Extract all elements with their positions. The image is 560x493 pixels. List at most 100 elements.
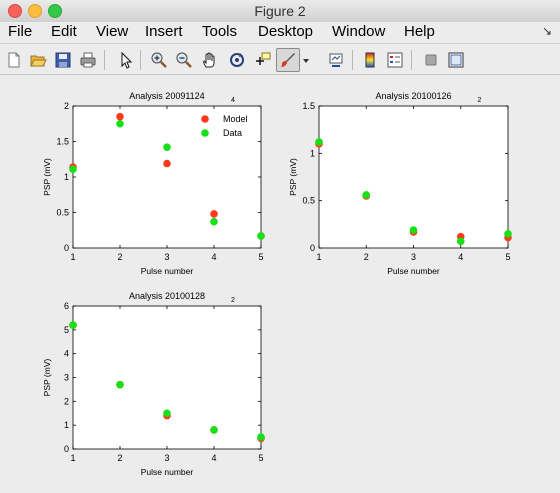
y-tick-label: 6 (64, 301, 69, 311)
plot-canvas: 1 2 3 4 5 0 0.5 1 1.5 2 Analysis 20091124 4 Pulse nu… (42, 91, 512, 477)
brush-icon[interactable] (276, 48, 300, 72)
x-tick-label: 4 (211, 252, 216, 262)
y-tick-label: 2 (64, 101, 69, 111)
menu-edit[interactable]: Edit (51, 23, 77, 40)
menu-tools[interactable]: Tools (202, 23, 238, 40)
legend-label: Model (223, 114, 248, 124)
data-point (210, 426, 218, 434)
chart-title-subscript: 2 (478, 97, 482, 104)
y-tick-label: 1 (310, 148, 315, 158)
y-tick-label: 0 (310, 243, 315, 253)
x-tick-label: 1 (70, 252, 75, 262)
data-point (257, 433, 265, 441)
link-plot-icon[interactable] (325, 49, 347, 71)
hide-plot-tools-icon[interactable] (420, 49, 442, 71)
data-point (504, 230, 512, 238)
show-plot-tools-icon[interactable] (445, 49, 467, 71)
menu-bar: File Edit View Insert Tools Desktop Wind… (0, 22, 560, 44)
x-tick-label: 4 (458, 252, 463, 262)
x-tick-label: 2 (117, 252, 122, 262)
y-tick-label: 1.5 (302, 101, 315, 111)
close-window-button[interactable] (8, 4, 22, 18)
x-tick-label: 5 (258, 453, 263, 463)
menu-view[interactable]: View (96, 23, 129, 40)
y-tick-label: 1 (64, 420, 69, 430)
x-axis-label: Pulse number (141, 266, 194, 276)
x-tick-label: 5 (505, 252, 510, 262)
x-tick-label: 1 (316, 252, 321, 262)
data-point (163, 409, 171, 418)
figure-canvas[interactable]: 1 2 3 4 5 0 0.5 1 1.5 2 Analysis 20091124 4 Pulse nu… (0, 75, 560, 493)
menu-insert[interactable]: Insert (145, 23, 183, 40)
data-point (210, 217, 218, 226)
chart-title: Analysis 20100126 (375, 91, 451, 101)
data-point (116, 380, 124, 389)
data-point (69, 321, 77, 329)
legend-marker (201, 129, 209, 137)
data-point (257, 232, 265, 240)
title-bar: Figure 2 (0, 0, 560, 23)
y-axis-label: PSP (mV) (288, 158, 298, 196)
y-tick-label: 1.5 (56, 137, 69, 147)
x-tick-label: 3 (164, 453, 169, 463)
model-point (116, 112, 124, 121)
legend-label: Data (223, 128, 242, 138)
chart-title-subscript: 2 (231, 297, 235, 304)
y-tick-label: 0.5 (302, 196, 315, 206)
x-tick-label: 5 (258, 252, 263, 262)
dock-arrow-icon[interactable]: ↘ (541, 24, 552, 38)
data-point (163, 143, 171, 151)
new-figure-icon[interactable] (3, 49, 25, 71)
open-file-icon[interactable] (27, 49, 49, 71)
y-tick-label: 2 (64, 396, 69, 406)
x-tick-label: 1 (70, 453, 75, 463)
window-title: Figure 2 (254, 3, 306, 19)
print-icon[interactable] (77, 49, 99, 71)
toolbar-separator (140, 50, 141, 70)
zoom-window-button[interactable] (48, 4, 62, 18)
x-tick-label: 2 (117, 453, 122, 463)
rotate-3d-icon[interactable] (226, 49, 248, 71)
model-point (210, 210, 218, 218)
minimize-window-button[interactable] (28, 4, 42, 18)
x-tick-label: 2 (364, 252, 369, 262)
y-axis-label: PSP (mV) (42, 158, 52, 196)
colorbar-icon[interactable] (359, 49, 381, 71)
toolbar-separator (352, 50, 353, 70)
data-point (315, 138, 323, 146)
figure-toolbar (0, 44, 560, 75)
y-tick-label: 0 (64, 243, 69, 253)
y-tick-label: 4 (64, 349, 69, 359)
save-icon[interactable] (52, 49, 74, 71)
chart-title-subscript: 4 (231, 97, 235, 104)
menu-file[interactable]: File (8, 23, 33, 40)
y-axis-label: PSP (mV) (42, 359, 52, 397)
x-axis-label: Pulse number (141, 467, 194, 477)
menu-window[interactable]: Window (332, 23, 386, 40)
chart-title: Analysis 20091124 (129, 91, 204, 101)
y-tick-label: 0 (64, 444, 69, 454)
menu-help[interactable]: Help (404, 23, 435, 40)
toolbar-separator (104, 50, 105, 70)
data-cursor-icon[interactable] (252, 49, 274, 71)
x-tick-label: 3 (411, 252, 416, 262)
zoom-out-icon[interactable] (173, 49, 195, 71)
y-tick-label: 3 (64, 373, 69, 383)
brush-dropdown-icon[interactable] (300, 49, 312, 71)
y-tick-label: 5 (64, 325, 69, 335)
legend-icon[interactable] (384, 49, 406, 71)
zoom-in-icon[interactable] (148, 49, 170, 71)
x-tick-label: 3 (164, 252, 169, 262)
pan-hand-icon[interactable] (199, 49, 221, 71)
toolbar-separator (411, 50, 412, 70)
data-point (362, 191, 371, 199)
menu-desktop[interactable]: Desktop (258, 23, 314, 40)
axes-box (318, 105, 509, 249)
axes-box (72, 305, 262, 450)
data-point (409, 226, 418, 234)
pointer-icon[interactable] (115, 49, 137, 71)
y-tick-label: 0.5 (56, 208, 69, 218)
data-point (116, 119, 124, 128)
x-axis-label: Pulse number (387, 266, 440, 276)
y-tick-label: 1 (64, 172, 69, 182)
